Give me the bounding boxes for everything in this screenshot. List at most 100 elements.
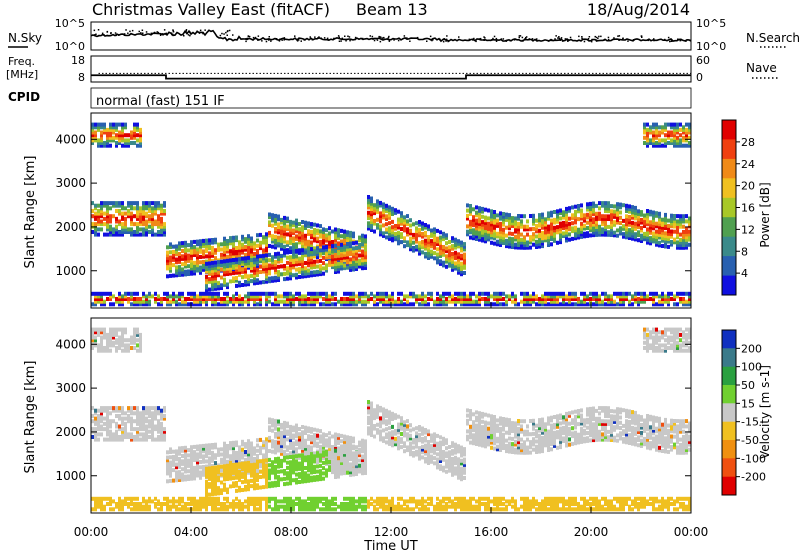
power-cell bbox=[241, 256, 244, 261]
power-cell bbox=[145, 219, 148, 224]
velocity-cell bbox=[292, 502, 295, 506]
power-cell bbox=[346, 255, 349, 260]
noise-search-point bbox=[171, 33, 173, 36]
power-cell bbox=[223, 247, 226, 252]
power-cell bbox=[244, 256, 247, 261]
velocity-cell bbox=[241, 474, 244, 479]
velocity-cell bbox=[193, 458, 196, 462]
power-cell bbox=[169, 266, 172, 271]
power-cell bbox=[481, 209, 484, 214]
power-cell bbox=[625, 235, 628, 240]
power-cell bbox=[397, 241, 400, 246]
power-cell bbox=[151, 230, 154, 234]
velocity-cell bbox=[103, 346, 106, 350]
power-cell bbox=[676, 227, 679, 232]
power-cell bbox=[478, 299, 481, 304]
noise-search-point bbox=[622, 38, 624, 40]
velocity-cell bbox=[196, 457, 199, 462]
power-cell bbox=[631, 236, 634, 241]
power-cell bbox=[583, 302, 586, 307]
noise-search-point bbox=[245, 38, 247, 40]
power-cell bbox=[319, 266, 322, 271]
power-cell bbox=[187, 291, 190, 296]
velocity-cell bbox=[103, 348, 106, 353]
power-cell bbox=[391, 230, 394, 235]
power-cell bbox=[505, 299, 508, 304]
power-cell bbox=[307, 297, 310, 301]
power-cell bbox=[310, 235, 313, 240]
velocity-cell bbox=[139, 335, 142, 340]
power-cell bbox=[118, 122, 121, 127]
power-cell bbox=[580, 291, 583, 296]
power-cell bbox=[265, 299, 268, 304]
power-cell bbox=[100, 206, 103, 211]
power-cell bbox=[625, 294, 628, 299]
power-cell bbox=[325, 291, 328, 296]
power-cell bbox=[460, 253, 463, 258]
power-cell bbox=[277, 243, 280, 248]
power-cell bbox=[343, 255, 346, 260]
velocity-cell bbox=[247, 460, 250, 465]
power-cell bbox=[655, 133, 658, 138]
velocity-cell bbox=[94, 435, 97, 439]
power-cell bbox=[652, 239, 655, 244]
power-cell bbox=[247, 247, 250, 252]
power-cell bbox=[406, 243, 409, 248]
noise-search-point bbox=[513, 39, 516, 41]
colorbar-swatch bbox=[722, 158, 736, 179]
power-cell bbox=[277, 299, 280, 304]
power-cell bbox=[547, 294, 550, 299]
velocity-cell bbox=[283, 455, 286, 460]
power-cell bbox=[310, 260, 313, 265]
power-cell bbox=[136, 216, 139, 221]
power-cell bbox=[277, 238, 280, 243]
velocity-cell bbox=[298, 464, 301, 469]
power-cell bbox=[157, 201, 160, 206]
velocity-cell bbox=[265, 484, 268, 489]
velocity-cell bbox=[214, 453, 217, 458]
power-cell bbox=[310, 252, 313, 257]
velocity-cell bbox=[295, 439, 298, 444]
power-cell bbox=[160, 230, 163, 234]
velocity-cell bbox=[178, 502, 181, 506]
velocity-cell bbox=[91, 414, 94, 418]
power-cell bbox=[166, 294, 169, 299]
power-cell bbox=[388, 215, 391, 220]
noise-search-point bbox=[257, 35, 260, 37]
power-cell bbox=[532, 291, 535, 296]
velocity-cell bbox=[298, 472, 301, 477]
power-cell bbox=[592, 302, 595, 307]
power-cell bbox=[187, 248, 190, 253]
power-cell bbox=[532, 216, 535, 221]
velocity-cell bbox=[103, 335, 106, 340]
noise-search-point bbox=[162, 33, 164, 35]
noise-search-point bbox=[327, 39, 329, 41]
velocity-cell bbox=[214, 486, 217, 491]
velocity-cell bbox=[160, 424, 163, 429]
power-cell bbox=[367, 200, 370, 205]
noise-search-point bbox=[381, 37, 383, 39]
velocity-cell bbox=[175, 454, 178, 459]
power-cell bbox=[667, 133, 670, 138]
velocity-cell bbox=[280, 430, 283, 435]
velocity-cell bbox=[133, 419, 136, 424]
power-cell bbox=[289, 299, 292, 304]
power-cell bbox=[499, 221, 502, 226]
power-cell bbox=[685, 237, 688, 242]
power-cell bbox=[553, 220, 556, 225]
power-cell bbox=[478, 294, 481, 299]
power-cell bbox=[304, 223, 307, 228]
power-cell bbox=[223, 299, 226, 304]
power-cell bbox=[229, 271, 232, 276]
velocity-cell bbox=[250, 449, 253, 454]
power-cell bbox=[172, 299, 175, 304]
power-cell bbox=[469, 291, 472, 296]
power-cell bbox=[532, 294, 535, 299]
velocity-cell bbox=[109, 424, 112, 429]
power-cell bbox=[334, 262, 337, 267]
power-cell bbox=[361, 233, 364, 238]
noise-search-point bbox=[298, 39, 300, 41]
power-cell bbox=[463, 299, 466, 304]
velocity-cell bbox=[235, 458, 238, 463]
velocity-cell bbox=[136, 411, 139, 416]
